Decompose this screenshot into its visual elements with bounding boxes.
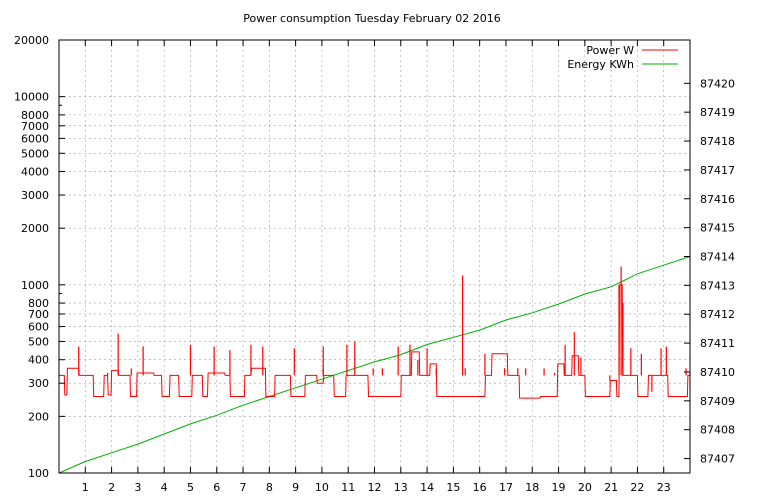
y-tick-label: 8000 — [21, 109, 49, 122]
y2-tick-label: 87409 — [700, 395, 735, 408]
x-tick-label: 23 — [657, 481, 671, 494]
x-tick-label: 2 — [108, 481, 115, 494]
legend-label: Energy KWh — [567, 58, 634, 71]
y-tick-label: 6000 — [21, 132, 49, 145]
x-tick-label: 1 — [82, 481, 89, 494]
x-tick-label: 5 — [187, 481, 194, 494]
chart-title: Power consumption Tuesday February 02 20… — [243, 12, 500, 25]
legend-label: Power W — [586, 44, 634, 57]
x-tick-label: 22 — [630, 481, 644, 494]
y2-tick-label: 87410 — [700, 366, 735, 379]
grid-lines — [59, 39, 690, 474]
y2-tick-label: 87407 — [700, 453, 735, 466]
y-tick-label: 400 — [28, 354, 49, 367]
y2-tick-label: 87416 — [700, 193, 735, 206]
y-tick-label: 500 — [28, 335, 49, 348]
x-tick-label: 10 — [315, 481, 329, 494]
y2-tick-label: 87412 — [700, 308, 735, 321]
series-layer — [58, 256, 691, 474]
y-tick-label: 300 — [28, 377, 49, 390]
y-tick-label: 1000 — [21, 279, 49, 292]
y2-tick-label: 87419 — [700, 106, 735, 119]
power-line — [59, 284, 690, 399]
y2-tick-label: 87413 — [700, 279, 735, 292]
energy-line — [58, 256, 691, 474]
x-tick-label: 13 — [394, 481, 408, 494]
y-tick-label: 5000 — [21, 147, 49, 160]
plot-frame — [58, 39, 691, 474]
y-tick-label: 200 — [28, 410, 49, 423]
axes-layer: 1 2 3 4 5 6 7 8 9 10 11 12 13 14 15 16 17 18 19 20 21 22 23100… — [14, 34, 735, 494]
y-tick-label: 100 — [28, 467, 49, 480]
x-tick-label: 15 — [446, 481, 460, 494]
y2-tick-label: 87418 — [700, 135, 735, 148]
y2-tick-label: 87415 — [700, 222, 735, 235]
y-tick-label: 3000 — [21, 189, 49, 202]
y-tick-label: 4000 — [21, 166, 49, 179]
y-tick-label: 700 — [28, 308, 49, 321]
x-tick-label: 3 — [134, 481, 141, 494]
x-tick-label: 4 — [161, 481, 168, 494]
x-tick-label: 8 — [266, 481, 273, 494]
x-tick-label: 20 — [578, 481, 592, 494]
x-tick-label: 6 — [213, 481, 220, 494]
x-tick-label: 11 — [341, 481, 355, 494]
y-tick-label: 20000 — [14, 34, 49, 47]
x-tick-label: 21 — [604, 481, 618, 494]
y2-tick-label: 87408 — [700, 424, 735, 437]
x-tick-label: 9 — [292, 481, 299, 494]
y-tick-label: 10000 — [14, 91, 49, 104]
y-tick-label: 800 — [28, 297, 49, 310]
y-tick-label: 7000 — [21, 120, 49, 133]
x-tick-label: 19 — [552, 481, 566, 494]
y2-tick-label: 87417 — [700, 164, 735, 177]
x-tick-label: 17 — [499, 481, 513, 494]
x-tick-label: 7 — [240, 481, 247, 494]
x-tick-label: 12 — [368, 481, 382, 494]
x-tick-label: 16 — [473, 481, 487, 494]
y2-tick-label: 87411 — [700, 337, 735, 350]
x-tick-label: 14 — [420, 481, 434, 494]
y2-tick-label: 87420 — [700, 77, 735, 90]
y2-tick-label: 87414 — [700, 251, 735, 264]
x-tick-label: 18 — [525, 481, 539, 494]
y-tick-label: 2000 — [21, 222, 49, 235]
y-tick-label: 600 — [28, 321, 49, 334]
